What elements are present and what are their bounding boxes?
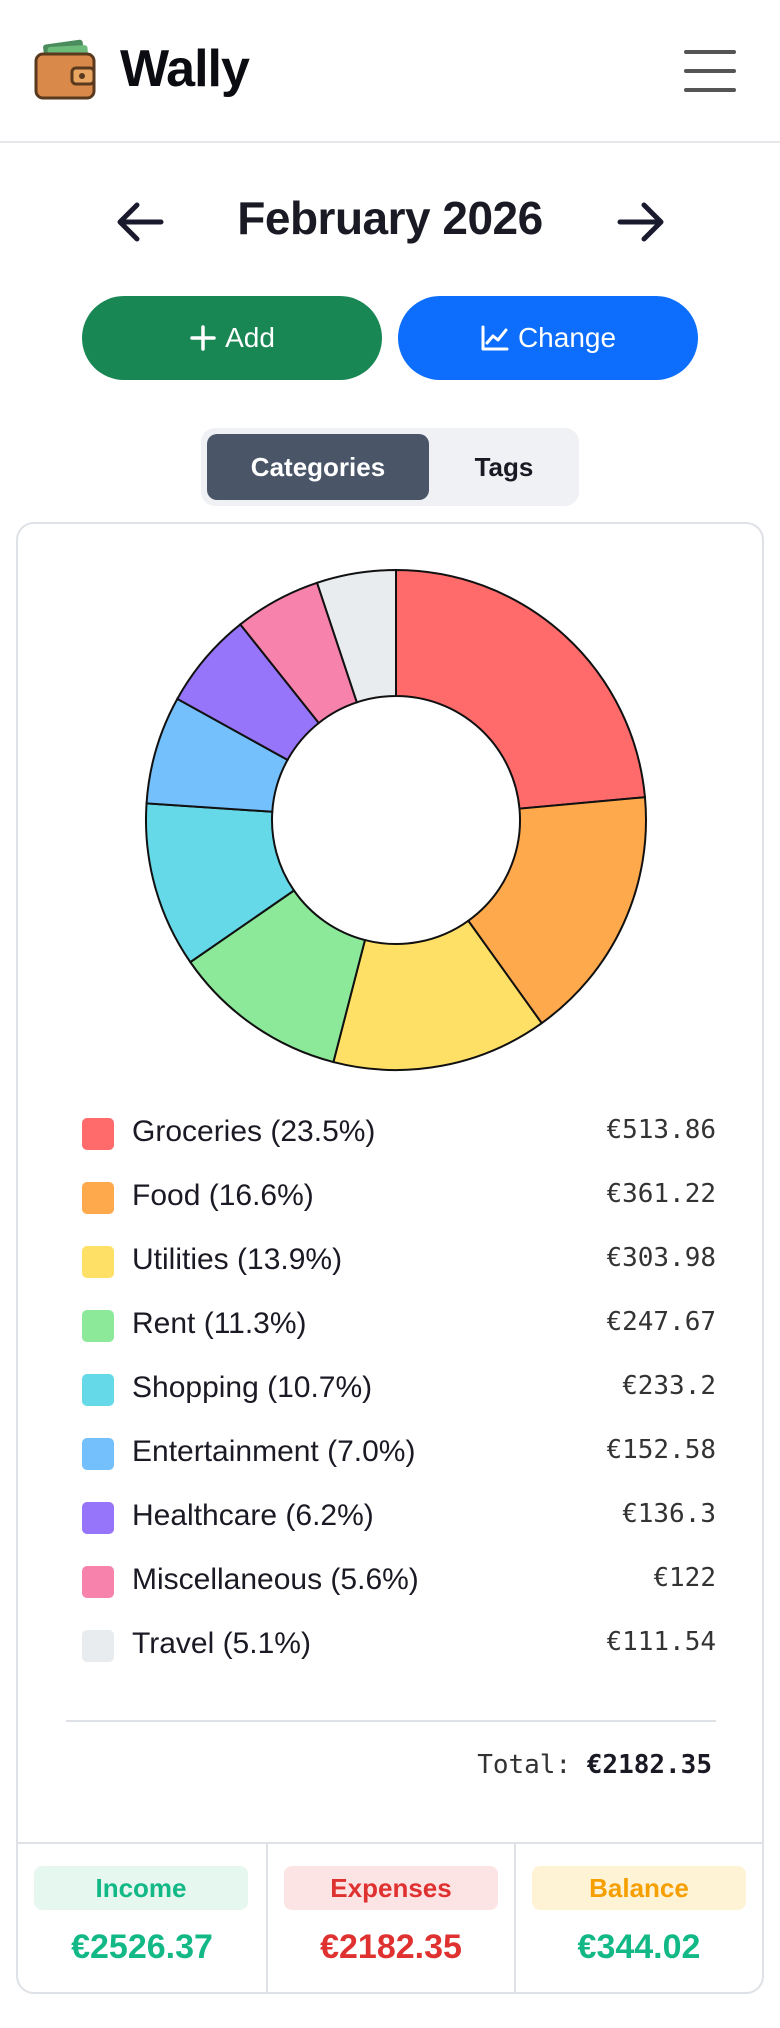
donut-slice-utilities[interactable] bbox=[332, 919, 544, 1071]
legend-swatch bbox=[82, 1118, 114, 1150]
legend-label: Food (16.6%) bbox=[132, 1179, 314, 1212]
hamburger-menu-icon[interactable] bbox=[684, 50, 736, 92]
legend-label: Shopping (10.7%) bbox=[132, 1371, 373, 1404]
app-header: Wally bbox=[0, 0, 780, 143]
categories-card: Groceries (23.5%) €513.86 Food (16.6%) €361… bbox=[16, 522, 764, 1994]
legend-label: Groceries (23.5%) bbox=[132, 1115, 376, 1148]
legend-item: Food (16.6%) €361.22 bbox=[66, 1173, 716, 1237]
brand[interactable]: Wally bbox=[34, 36, 250, 102]
divider bbox=[66, 1720, 716, 1722]
legend-swatch bbox=[82, 1374, 114, 1406]
arrow-right-icon[interactable] bbox=[614, 195, 668, 249]
balance-badge: Balance bbox=[532, 1866, 746, 1910]
legend-item: Healthcare (6.2%) €136.3 bbox=[66, 1493, 716, 1557]
legend-item: Shopping (10.7%) €233.2 bbox=[66, 1365, 716, 1429]
plus-icon bbox=[190, 325, 216, 351]
legend-swatch bbox=[82, 1310, 114, 1342]
category-legend: Groceries (23.5%) €513.86 Food (16.6%) €361… bbox=[66, 1109, 716, 1685]
add-button[interactable]: Add bbox=[82, 296, 382, 380]
legend-amount: €513.86 bbox=[606, 1115, 716, 1145]
legend-amount: €136.3 bbox=[622, 1499, 716, 1529]
legend-swatch bbox=[82, 1630, 114, 1662]
legend-swatch bbox=[82, 1182, 114, 1214]
month-navigation: February 2026 bbox=[0, 185, 780, 259]
change-button[interactable]: Change bbox=[398, 296, 698, 380]
legend-amount: €361.22 bbox=[606, 1179, 716, 1209]
legend-swatch bbox=[82, 1566, 114, 1598]
legend-label: Healthcare (6.2%) bbox=[132, 1499, 374, 1532]
legend-amount: €122 bbox=[653, 1563, 716, 1593]
legend-amount: €111.54 bbox=[606, 1627, 716, 1657]
add-button-label: Add bbox=[225, 322, 275, 353]
legend-label: Entertainment (7.0%) bbox=[132, 1435, 416, 1468]
legend-item: Entertainment (7.0%) €152.58 bbox=[66, 1429, 716, 1493]
legend-item: Rent (11.3%) €247.67 bbox=[66, 1301, 716, 1365]
expenses-summary: Expenses €2182.35 bbox=[266, 1844, 514, 1994]
expenses-value: €2182.35 bbox=[320, 1928, 462, 1966]
total-label: Total: bbox=[477, 1750, 572, 1780]
legend-swatch bbox=[82, 1502, 114, 1534]
legend-item: Travel (5.1%) €111.54 bbox=[66, 1621, 716, 1685]
legend-item: Utilities (13.9%) €303.98 bbox=[66, 1237, 716, 1301]
tab-categories[interactable]: Categories bbox=[207, 434, 429, 500]
legend-item: Miscellaneous (5.6%) €122 bbox=[66, 1557, 716, 1621]
change-button-label: Change bbox=[517, 322, 617, 353]
balance-summary: Balance €344.02 bbox=[514, 1844, 762, 1994]
legend-label: Utilities (13.9%) bbox=[132, 1243, 343, 1276]
view-toggle: Categories Tags bbox=[201, 428, 579, 506]
donut-chart bbox=[145, 568, 647, 1071]
chart-line-icon bbox=[481, 325, 509, 351]
legend-amount: €233.2 bbox=[622, 1371, 716, 1401]
donut-slice-groceries[interactable] bbox=[395, 568, 647, 810]
total-value: €2182.35 bbox=[586, 1750, 712, 1780]
tab-tags[interactable]: Tags bbox=[474, 451, 534, 482]
total-row: Total: €2182.35 bbox=[477, 1750, 712, 1780]
month-title: February 2026 bbox=[237, 192, 543, 244]
expenses-badge: Expenses bbox=[284, 1866, 498, 1910]
legend-label: Rent (11.3%) bbox=[132, 1307, 307, 1340]
income-summary: Income €2526.37 bbox=[18, 1844, 266, 1994]
legend-swatch bbox=[82, 1438, 114, 1470]
summary-bar: Income €2526.37 Expenses €2182.35 Balanc… bbox=[18, 1842, 762, 1994]
wallet-icon bbox=[34, 39, 96, 100]
legend-amount: €303.98 bbox=[606, 1243, 716, 1273]
donut-slice-travel[interactable] bbox=[315, 568, 397, 704]
income-badge: Income bbox=[34, 1866, 248, 1910]
legend-swatch bbox=[82, 1246, 114, 1278]
legend-amount: €152.58 bbox=[606, 1435, 716, 1465]
donut-slice-food[interactable] bbox=[466, 796, 647, 1025]
app-name: Wally bbox=[120, 40, 250, 98]
legend-label: Miscellaneous (5.6%) bbox=[132, 1563, 419, 1596]
legend-item: Groceries (23.5%) €513.86 bbox=[66, 1109, 716, 1173]
legend-label: Travel (5.1%) bbox=[132, 1627, 311, 1660]
balance-value: €344.02 bbox=[577, 1928, 701, 1966]
arrow-left-icon[interactable] bbox=[113, 195, 167, 249]
legend-amount: €247.67 bbox=[606, 1307, 716, 1337]
income-value: €2526.37 bbox=[71, 1928, 213, 1966]
